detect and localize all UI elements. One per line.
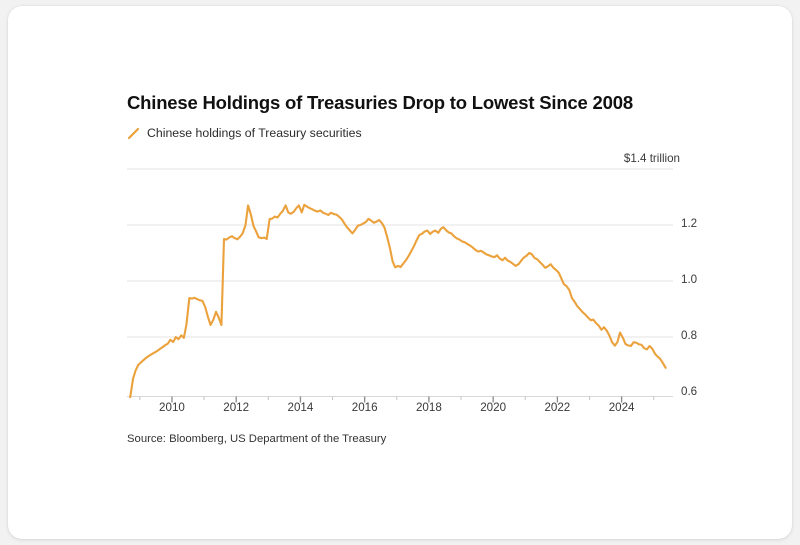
x-axis-tick-label: 2020 (480, 401, 507, 414)
x-axis-tick-label: 2010 (159, 401, 185, 414)
y-axis-tick-label: 1.2 (681, 217, 698, 230)
x-axis-major-ticks (171, 396, 623, 403)
data-line-chinese-holdings (129, 203, 667, 399)
x-axis-tick-label: 2022 (544, 401, 571, 414)
chart-figure: Chinese Holdings of Treasuries Drop to L… (8, 6, 792, 539)
chart-card: Chinese Holdings of Treasuries Drop to L… (8, 6, 792, 539)
y-axis-tick-label: 1.0 (681, 273, 698, 286)
x-axis-minor-ticks (139, 396, 655, 400)
x-axis-tick-label: 2014 (287, 401, 314, 414)
y-axis-tick-label: 0.6 (681, 385, 698, 398)
x-axis (127, 396, 673, 403)
x-axis-tick-label: 2016 (351, 401, 378, 414)
y-axis-unit-label: $1.4 trillion (623, 152, 680, 165)
page-title: Chinese Holdings of Treasuries Drop to L… (127, 92, 633, 113)
x-axis-tick-label: 2018 (415, 401, 442, 414)
y-axis-tick-label: 0.8 (681, 329, 698, 342)
source-note: Source: Bloomberg, US Department of the … (127, 433, 387, 445)
plot-canvas (127, 168, 673, 403)
legend-label-chinese-holdings: Chinese holdings of Treasury securities (147, 126, 362, 140)
y-gridlines (127, 168, 673, 338)
x-axis-tick-label: 2024 (608, 401, 635, 414)
x-axis-tick-label: 2012 (223, 401, 250, 414)
chart-legend: Chinese holdings of Treasury securities (127, 126, 362, 140)
legend-line-swatch-icon (127, 127, 140, 139)
